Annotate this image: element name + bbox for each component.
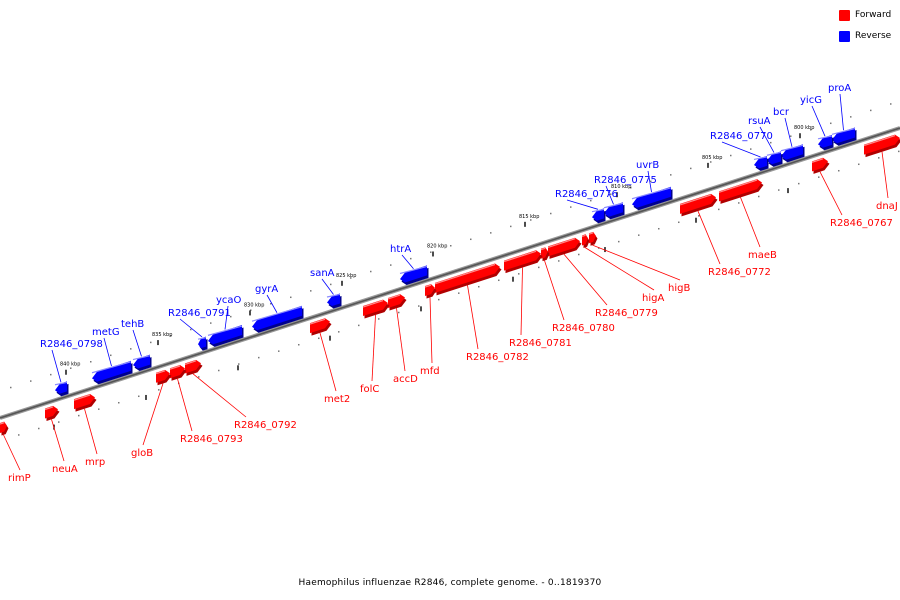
- gene-label-htrA: htrA: [390, 244, 411, 255]
- gene-R2846_0775: [603, 202, 625, 220]
- gene-label-R2846_0792: R2846_0792: [234, 420, 297, 431]
- gene-label-R2846_0780: R2846_0780: [552, 323, 615, 334]
- gene-label-higB: higB: [668, 283, 690, 294]
- gene-R2846_0772: [679, 193, 718, 217]
- gene-ycaO: [207, 325, 244, 347]
- forward-swatch: [839, 9, 850, 21]
- gene-label-maeB: maeB: [748, 250, 777, 261]
- gene-maeB: [718, 179, 764, 204]
- legend-forward: Forward: [839, 8, 891, 22]
- gene-gloB: [155, 369, 172, 386]
- ruler-ticks: 800 kbp 805 kbp 810 kbp 815 kbp 820 kbp 825 k…: [53, 125, 814, 430]
- gene-label-accD: accD: [393, 374, 418, 385]
- gene-R2846_0791: [197, 336, 208, 351]
- gene-rsuA: [766, 151, 783, 167]
- gene-R2846_0792: [184, 359, 203, 376]
- gene-rimP: [0, 421, 9, 436]
- gene-higA: [581, 234, 590, 248]
- ruler-label: 800 kbp: [794, 125, 814, 131]
- legend-forward-label: Forward: [855, 10, 892, 20]
- gene-R2846_0793: [169, 365, 187, 381]
- gene-R2846_0770: [753, 155, 769, 171]
- gene-label-dnaJ: dnaJ: [876, 201, 898, 212]
- gene-met2: [309, 318, 332, 336]
- ruler-label: 835 kbp: [152, 332, 172, 338]
- gene-neuA: [44, 405, 60, 421]
- gene-label-R2846_0772: R2846_0772: [708, 267, 771, 278]
- gene-label-higA: higA: [642, 293, 664, 304]
- gene-label-bcr: bcr: [773, 107, 790, 118]
- gene-folC: [362, 299, 390, 319]
- gene-label-uvrB: uvrB: [636, 160, 659, 171]
- gene-label-R2846_0776: R2846_0776: [555, 189, 618, 200]
- gene-R2846_0782: [434, 263, 502, 296]
- gene-label-R2846_0781: R2846_0781: [509, 338, 572, 349]
- gene-R2846_0798: [54, 381, 69, 397]
- gene-label-R2846_0782: R2846_0782: [466, 352, 529, 363]
- ruler-label: 830 kbp: [244, 302, 264, 308]
- gene-R2846_0780: [540, 247, 550, 262]
- gene-label-R2846_0791: R2846_0791: [168, 308, 231, 319]
- ruler-label: 840 kbp: [60, 362, 80, 368]
- legend-reverse: Reverse: [839, 29, 891, 43]
- gene-bcr: [780, 144, 805, 163]
- gene-R2846_0776: [591, 208, 606, 224]
- gene-label-metG: metG: [92, 327, 120, 338]
- gene-tehB: [132, 354, 152, 372]
- legend-reverse-label: Reverse: [855, 31, 892, 41]
- genome-caption: Haemophilus influenzae R2846, complete g…: [298, 578, 602, 588]
- gene-R2846_0779: [547, 237, 582, 259]
- reverse-swatch: [839, 30, 850, 42]
- position-dots: [10, 103, 900, 436]
- gene-label-mrp: mrp: [85, 457, 105, 468]
- legend: Forward Reverse: [839, 8, 891, 50]
- gene-label-ycaO: ycaO: [216, 295, 242, 306]
- gene-yicG: [817, 134, 834, 151]
- gene-proA: [831, 127, 857, 146]
- gene-label-R2846_0793: R2846_0793: [180, 434, 243, 445]
- gene-label-R2846_0779: R2846_0779: [595, 308, 658, 319]
- gene-label-folC: folC: [360, 384, 379, 395]
- gene-label-proA: proA: [828, 83, 851, 94]
- gene-label-R2846_0767: R2846_0767: [830, 218, 893, 229]
- gene-label-gyrA: gyrA: [255, 284, 278, 295]
- label-leaders: [3, 93, 889, 471]
- gene-accD: [387, 294, 407, 311]
- gene-label-sanA: sanA: [310, 268, 335, 279]
- gene-label-rimP: rimP: [8, 473, 31, 484]
- ruler-label: 810 kbp: [611, 184, 631, 190]
- gene-dnaJ: [863, 134, 900, 158]
- ruler-label: 825 kbp: [336, 273, 356, 279]
- gene-sanA: [326, 293, 342, 309]
- gene-uvrB: [631, 186, 673, 211]
- gene-label-tehB: tehB: [121, 319, 144, 330]
- ruler-label: 805 kbp: [702, 155, 722, 161]
- gene-label-met2: met2: [324, 394, 350, 405]
- gene-higB: [588, 231, 598, 246]
- gene-arrows: [0, 127, 900, 436]
- genome-backbone-line: [0, 127, 900, 419]
- gene-label-R2846_0775: R2846_0775: [594, 175, 657, 186]
- gene-label-yicG: yicG: [800, 95, 822, 106]
- gene-label-mfd: mfd: [420, 366, 440, 377]
- gene-label-rsuA: rsuA: [748, 116, 771, 127]
- gene-label-R2846_0770: R2846_0770: [710, 131, 773, 142]
- gene-label-gloB: gloB: [131, 448, 153, 459]
- gene-R2846_0781: [503, 250, 543, 274]
- gene-gyrA: [251, 305, 304, 333]
- gene-label-R2846_0798: R2846_0798: [40, 339, 103, 350]
- ruler-label: 820 kbp: [427, 243, 447, 249]
- gene-R2846_0767: [811, 157, 830, 174]
- gene-mfd: [424, 284, 437, 299]
- gene-htrA: [399, 265, 429, 285]
- gene-label-neuA: neuA: [52, 464, 78, 475]
- gene-mrp: [73, 394, 97, 412]
- ruler-label: 815 kbp: [519, 214, 539, 220]
- gene-metG: [91, 360, 133, 385]
